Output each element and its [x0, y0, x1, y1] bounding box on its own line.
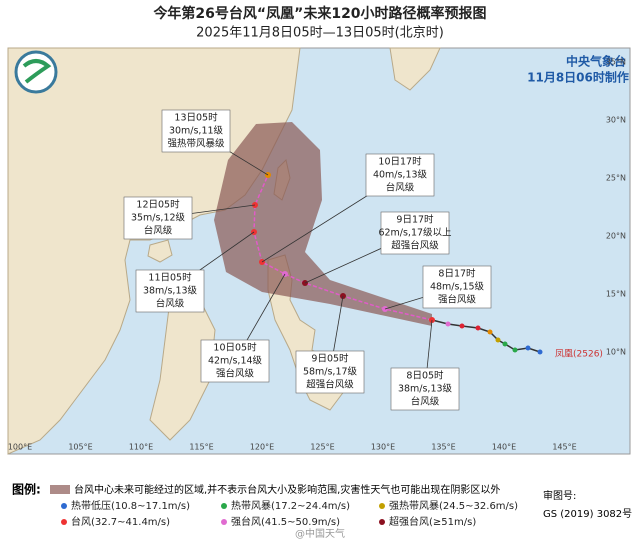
forecast-level: 超强台风级 — [391, 240, 439, 252]
issued: 11月8日06时制作 — [527, 70, 629, 85]
forecast-time: 12日05时 — [136, 199, 180, 211]
forecast-wind: 48m/s,15级 — [430, 281, 485, 293]
past-point — [445, 321, 451, 327]
label-box — [295, 350, 365, 394]
forecast-level: 台风级 — [144, 225, 173, 237]
past-point — [537, 349, 543, 355]
forecast-level: 超强台风级 — [306, 379, 354, 391]
forecast-level: 强台风级 — [438, 294, 477, 306]
past-point — [487, 329, 493, 335]
longitude-label: 115°E — [189, 443, 213, 452]
watermark: @中国天气 — [295, 527, 345, 540]
legend-marker — [61, 519, 67, 525]
approval-number: GS (2019) 3082号 — [543, 508, 632, 520]
legend-marker — [61, 503, 67, 509]
forecast-time: 10日05时 — [213, 342, 257, 354]
forecast-wind: 40m/s,13级 — [373, 169, 428, 181]
forecast-time: 8日17时 — [438, 268, 476, 280]
latitude-label: 25°N — [606, 174, 626, 183]
latitude-label: 10°N — [606, 348, 626, 357]
legend-item: 强台风(41.5~50.9m/s) — [231, 515, 340, 528]
forecast-time: 8日05时 — [406, 370, 444, 382]
legend-marker — [221, 503, 227, 509]
label-box — [200, 339, 270, 383]
forecast-level: 台风级 — [386, 182, 415, 194]
forecast-labels: 8日05时38m/s,13级台风级8日17时48m/s,15级强台风级9日05时… — [123, 109, 492, 411]
longitude-label: 105°E — [68, 443, 92, 452]
past-point — [512, 347, 518, 353]
hainan — [147, 239, 173, 263]
past-point — [502, 341, 508, 347]
label-box — [123, 196, 193, 240]
legend-title: 图例: — [12, 482, 41, 497]
forecast-wind: 30m/s,11级 — [169, 125, 224, 137]
legend-marker — [379, 503, 385, 509]
longitude-label: 140°E — [492, 443, 516, 452]
subtitle: 2025年11月8日05时—13日05时(北京时) — [196, 26, 444, 41]
legend-item: 超强台风(≥51m/s) — [389, 515, 476, 528]
past-point — [459, 323, 465, 329]
longitude-label: 100°E — [8, 443, 32, 452]
forecast-time: 11日05时 — [148, 272, 192, 284]
title: 今年第26号台风“凤凰”未来120小时路径概率预报图 — [152, 5, 486, 22]
forecast-wind: 42m/s,14级 — [208, 355, 263, 367]
forecast-wind: 38m/s,13级 — [143, 285, 198, 297]
longitude-label: 130°E — [371, 443, 395, 452]
label-box — [390, 367, 460, 411]
legend-item: 强热带风暴(24.5~32.6m/s) — [389, 499, 518, 512]
forecast-level: 强热带风暴级 — [167, 138, 225, 150]
legend-item: 热带风暴(17.2~24.4m/s) — [231, 499, 350, 512]
track — [251, 172, 543, 355]
label-box — [135, 269, 205, 313]
forecast-time: 13日05时 — [174, 112, 218, 124]
label-box — [422, 265, 492, 309]
logo-mark — [22, 59, 52, 84]
latitude-label: 15°N — [606, 290, 626, 299]
forecast-time: 10日17时 — [378, 156, 422, 168]
past-point — [525, 345, 531, 351]
forecast-time: 9日17时 — [396, 214, 434, 226]
graticule-labels: 100°E 105°E 110°E 115°E 120°E 125°E 130°E 135°E… — [8, 58, 626, 452]
latitude-label: 20°N — [606, 232, 626, 241]
forecast-wind: 62m/s,17级以上 — [378, 227, 452, 239]
longitude-label: 120°E — [250, 443, 274, 452]
longitude-label: 135°E — [431, 443, 455, 452]
past-track — [431, 319, 541, 353]
japan — [389, 47, 441, 91]
legend-cone: 台风中心未来可能经过的区域,并不表示台风大小及影响范围,灾害性天气也可能出现在阴… — [74, 483, 500, 496]
past-point — [475, 325, 481, 331]
forecast-wind: 38m/s,13级 — [398, 383, 453, 395]
label-box — [161, 109, 231, 153]
legend-marker — [221, 519, 227, 525]
legend: 热带低压(10.8~17.1m/s) 热带风暴(17.2~24.4m/s) 强热带风… — [61, 499, 518, 528]
forecast-level: 强台风级 — [216, 368, 255, 380]
forecast-level: 台风级 — [411, 396, 440, 408]
latitude-label: 35°N — [606, 58, 626, 67]
legend-item: 热带低压(10.8~17.1m/s) — [71, 499, 190, 512]
forecast-wind: 58m/s,17级 — [303, 366, 358, 378]
longitude-label: 110°E — [129, 443, 153, 452]
forecast-level: 台风级 — [156, 298, 185, 310]
label-box — [380, 211, 450, 255]
indochina — [149, 299, 216, 441]
legend-item: 台风(32.7~41.4m/s) — [71, 515, 170, 528]
forecast-time: 9日05时 — [311, 353, 349, 365]
forecast-track — [253, 174, 433, 321]
agency: 中央气象台 — [566, 54, 626, 69]
legend-marker — [379, 519, 385, 525]
approval-label: 审图号: — [543, 489, 576, 502]
longitude-label: 145°E — [552, 443, 576, 452]
longitude-label: 125°E — [310, 443, 334, 452]
label-box — [365, 153, 435, 197]
legend-cone-swatch — [50, 485, 70, 494]
latitude-label: 30°N — [606, 116, 626, 125]
past-point — [495, 337, 501, 343]
typhoon-label: 凤凰(2526) — [555, 349, 603, 360]
forecast-wind: 35m/s,12级 — [131, 212, 186, 224]
